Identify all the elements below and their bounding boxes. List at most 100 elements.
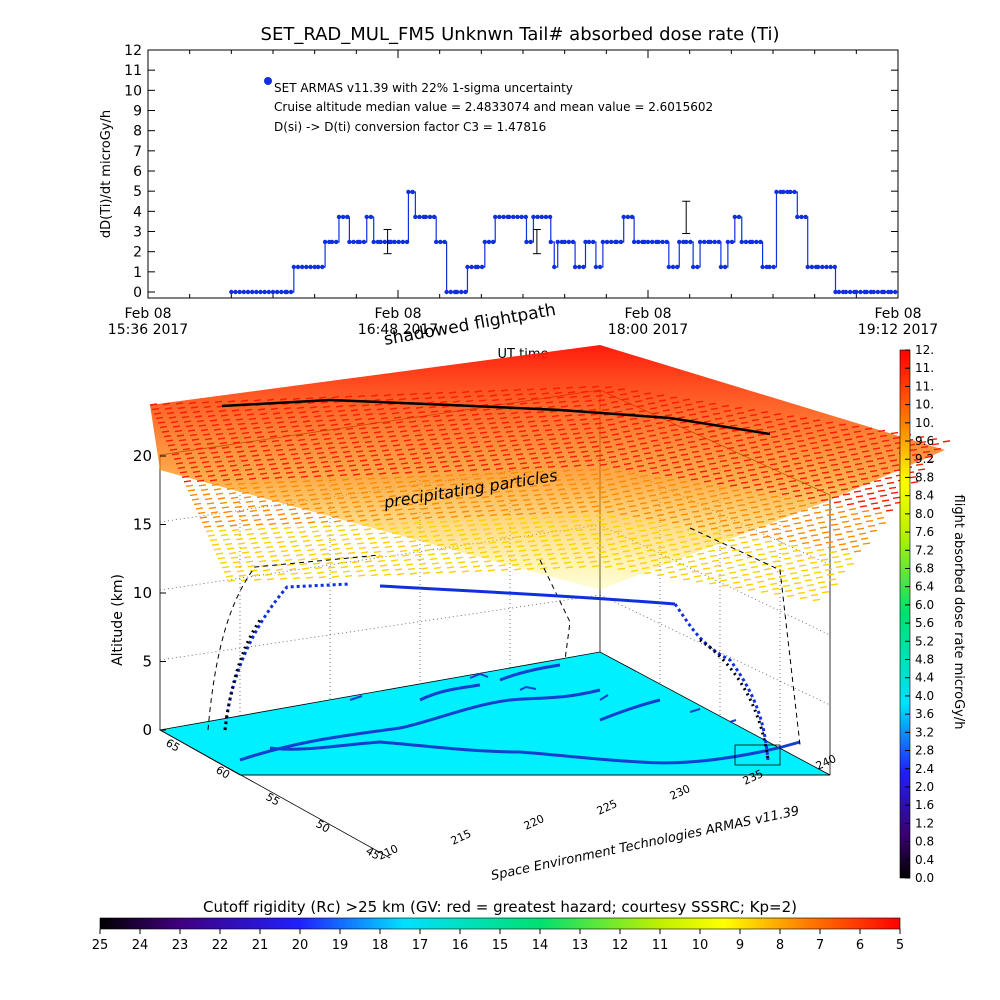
dose-point xyxy=(664,239,669,245)
dose-colorbar-tick-label: 3.6 xyxy=(915,707,934,721)
dose-cloud-dash xyxy=(826,573,835,576)
dose-point xyxy=(788,189,793,195)
dose-cloud-dash xyxy=(722,556,731,560)
dose-cloud-dash xyxy=(503,545,512,548)
dose-cloud-dash xyxy=(348,524,357,527)
dose-point xyxy=(284,289,290,295)
dose-cloud-dash xyxy=(846,562,855,566)
dose-cloud-dash xyxy=(638,469,647,473)
dose-cloud-dash xyxy=(529,544,538,547)
dose-cloud-dash xyxy=(801,422,810,425)
dose-cloud-dash xyxy=(646,429,655,433)
dose-cloud-dashes xyxy=(149,385,951,602)
dose-point xyxy=(308,264,313,270)
dose-cloud-dash xyxy=(556,456,565,459)
dose-cloud-dash xyxy=(748,501,757,504)
dose-cloud-dash xyxy=(218,469,227,472)
dose-cloud-dash xyxy=(566,478,575,482)
dose-cloud-dash xyxy=(473,537,482,540)
dose-cloud-dash xyxy=(564,414,573,417)
y-tick-label: 7 xyxy=(133,144,142,160)
dose-cloud-dash xyxy=(487,509,496,512)
dose-cloud-dash xyxy=(675,530,684,534)
dose-cloud-dash xyxy=(560,465,569,468)
dose-cloud-dash xyxy=(663,441,672,444)
dose-cloud-dash xyxy=(750,506,759,509)
dose-cloud-dash xyxy=(531,429,540,432)
rigidity-colorbar-tick-label: 14 xyxy=(532,938,549,953)
dose-point xyxy=(442,239,447,245)
dose-cloud-dash xyxy=(365,532,374,536)
dose-colorbar-strip xyxy=(899,349,911,879)
dose-cloud-dash xyxy=(288,567,297,571)
dose-cloud-dash xyxy=(751,418,760,422)
dose-cloud-dash xyxy=(528,452,537,455)
dose-cloud-dash xyxy=(782,465,791,468)
dose-cloud-dash xyxy=(227,579,236,582)
dose-cloud-dash xyxy=(224,423,233,426)
dose-cloud-dash xyxy=(394,508,403,511)
flight-shadow-wall-right xyxy=(539,527,801,746)
dose-cloud-dash xyxy=(654,509,663,512)
dose-cloud-dash xyxy=(580,450,589,453)
dose-cloud-dash xyxy=(810,474,819,477)
dose-cloud-dash xyxy=(469,528,478,531)
dose-cloud-dash xyxy=(527,539,536,543)
dose-cloud-dash xyxy=(196,419,205,423)
dose-cloud-dash xyxy=(374,523,383,526)
dose-cloud-dash xyxy=(552,506,561,510)
dose-cloud-dash xyxy=(483,500,492,503)
dose-cloud-dash xyxy=(839,515,848,519)
dose-cloud-dash xyxy=(713,564,722,567)
dose-cloud-dash xyxy=(734,466,743,470)
dose-cloud-dash xyxy=(500,449,509,452)
dose-cloud-dash xyxy=(593,449,602,453)
dose-cloud-dash xyxy=(322,465,331,468)
dose-cloud-dash xyxy=(500,568,509,572)
dose-cloud-dash xyxy=(511,503,520,507)
dose-cloud-dash xyxy=(712,412,721,415)
dose-cloud-dash xyxy=(852,517,861,521)
dose-cloud-dash xyxy=(262,449,271,452)
dose-cloud-dash xyxy=(293,549,302,552)
dose-point xyxy=(528,239,533,245)
dose-cloud-dash xyxy=(780,520,789,523)
dose-cloud-dash xyxy=(304,544,313,547)
dose-cloud-dash xyxy=(693,575,702,578)
dose-cloud-dash xyxy=(618,540,627,543)
dose-cloud-dash xyxy=(335,524,344,528)
dose-cloud-dash xyxy=(187,489,196,492)
dose-point xyxy=(519,214,524,220)
dose-cloud-dash xyxy=(762,535,771,538)
dose-cloud-dash xyxy=(281,522,290,525)
dose-cloud-dash xyxy=(711,499,720,503)
dose-cloud-dash xyxy=(444,501,453,505)
dose-cloud-dash xyxy=(772,500,781,503)
dose-point xyxy=(345,214,350,220)
dose-point xyxy=(241,289,247,295)
dose-cloud-dash xyxy=(252,546,261,549)
dose-cloud-dash xyxy=(408,540,417,543)
dose-cloud-dash xyxy=(529,424,538,428)
dose-cloud-dash xyxy=(398,517,407,520)
dose-cloud-dash xyxy=(862,482,871,485)
dose-cloud-dash xyxy=(281,462,290,465)
dose-colorbar-tick-label: 5.2 xyxy=(915,634,934,648)
dose-cloud-dash xyxy=(829,491,838,494)
dose-cloud-dash xyxy=(714,477,723,480)
dose-point xyxy=(629,214,635,220)
dose-cloud-dash xyxy=(702,567,711,570)
dose-cloud-dash xyxy=(512,416,521,419)
dose-cloud-dash xyxy=(684,463,693,466)
dose-cloud-dash xyxy=(811,446,820,450)
dose-cloud-dash xyxy=(552,446,561,450)
dose-cloud-dash xyxy=(645,457,654,460)
dose-cloud-dash xyxy=(715,569,724,572)
dose-cloud-dash xyxy=(725,414,734,418)
dose-cloud-dash xyxy=(425,429,434,432)
dose-cloud-dash xyxy=(377,499,386,503)
dose-cloud-dash xyxy=(942,440,951,443)
dose-cloud-dash xyxy=(765,513,774,516)
